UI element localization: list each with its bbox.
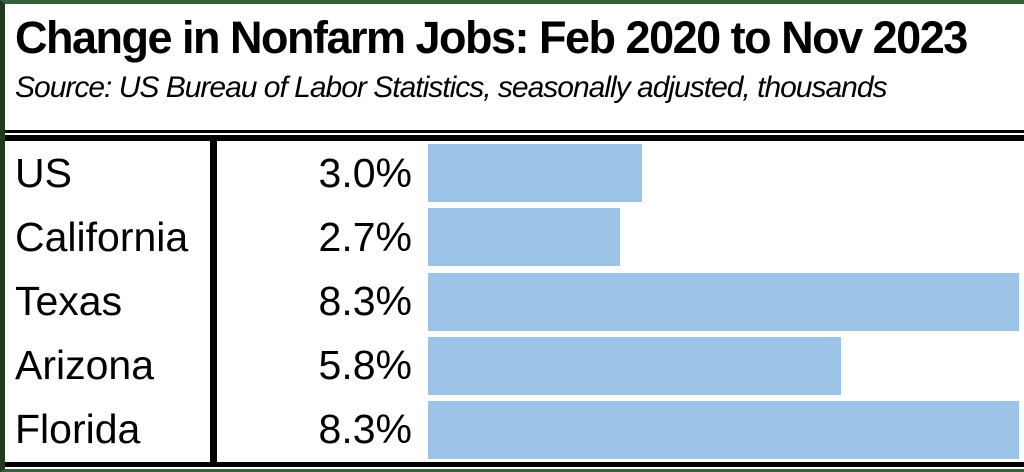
bar xyxy=(428,208,621,267)
bar-chart: US California Texas Arizona Florida 3.0% 2.7%… xyxy=(5,141,1024,462)
value-label: 5.8% xyxy=(318,342,412,389)
y-axis-line xyxy=(210,141,217,462)
category-label: Florida xyxy=(15,406,141,453)
bar-track xyxy=(428,398,1024,462)
bar-track xyxy=(428,334,1024,398)
category-label: Arizona xyxy=(15,342,155,389)
bar-row: 3.0% xyxy=(217,141,1024,205)
category-column: US California Texas Arizona Florida xyxy=(5,141,210,462)
chart-source-note: Source: US Bureau of Labor Statistics, s… xyxy=(15,70,888,104)
bar xyxy=(428,272,1019,331)
value-label: 8.3% xyxy=(318,278,412,324)
bar xyxy=(428,400,1019,459)
bar xyxy=(428,144,642,203)
bar-track xyxy=(428,141,1024,205)
bars-column: 3.0% 2.7% 8.3% 5.8% 8.3% xyxy=(217,141,1024,462)
bar-row: 8.3% xyxy=(217,269,1024,333)
category-label: Texas xyxy=(15,278,123,324)
bar-track xyxy=(428,205,1024,269)
bar-row: 2.7% xyxy=(217,205,1024,269)
value-label: 3.0% xyxy=(318,149,412,196)
header-divider-line xyxy=(5,135,1024,141)
category-label: California xyxy=(15,213,189,260)
bar-row: 8.3% xyxy=(217,398,1024,462)
category-label: US xyxy=(15,149,72,196)
bar-track xyxy=(428,269,1024,333)
x-axis-line xyxy=(5,462,1024,467)
chart-title: Change in Nonfarm Jobs: Feb 2020 to Nov … xyxy=(15,12,968,63)
bar xyxy=(428,336,841,395)
value-label: 8.3% xyxy=(318,406,412,453)
chart-header: Change in Nonfarm Jobs: Feb 2020 to Nov … xyxy=(5,4,1024,133)
value-label: 2.7% xyxy=(318,213,412,260)
bar-row: 5.8% xyxy=(217,334,1024,398)
